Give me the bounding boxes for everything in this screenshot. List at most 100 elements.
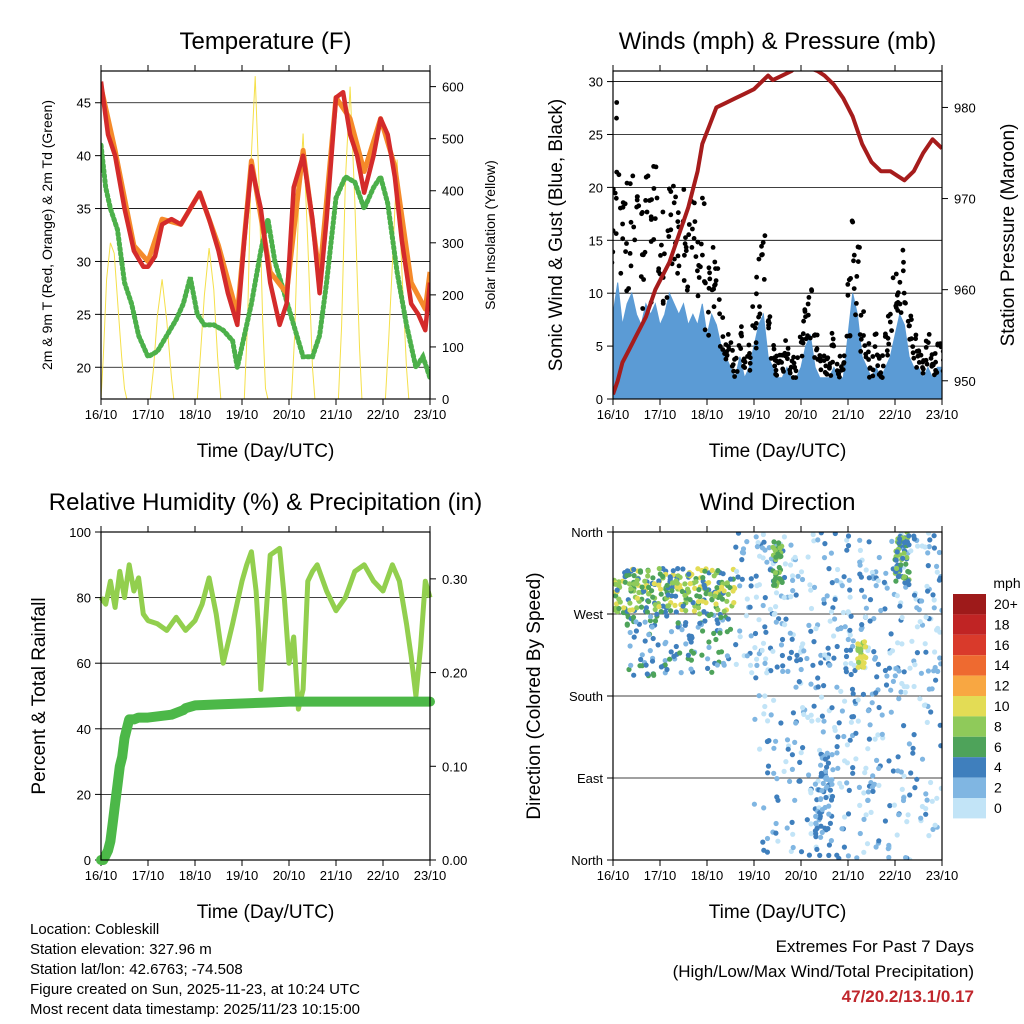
gust-point [640, 210, 645, 215]
direction-point [927, 537, 933, 543]
direction-point [826, 811, 832, 817]
gust-point [895, 308, 901, 313]
y2-tick-label-0: 300 [442, 236, 464, 251]
direction-point [828, 797, 835, 803]
gust-point [618, 270, 624, 276]
gust-point [658, 253, 663, 258]
direction-point [815, 537, 821, 543]
gust-point [747, 355, 753, 361]
direction-point [929, 798, 935, 804]
direction-point [774, 664, 780, 670]
gust-point [742, 365, 748, 370]
direction-point [827, 618, 833, 624]
gust-point [738, 331, 744, 337]
gust-point [622, 201, 628, 207]
gust-point [876, 372, 882, 377]
gust-point [673, 194, 678, 200]
direction-point [631, 672, 637, 678]
direction-point [857, 559, 863, 565]
direction-point [826, 803, 832, 809]
direction-point [792, 797, 798, 803]
gust-point [668, 212, 674, 218]
direction-point [814, 825, 820, 832]
gust-point [627, 251, 633, 256]
direction-point [911, 533, 917, 539]
direction-point [845, 533, 852, 539]
x-tick-label-3: 20/10 [785, 868, 818, 883]
direction-point [680, 603, 686, 609]
gust-point [717, 311, 722, 317]
direction-point [900, 555, 906, 561]
gust-point [703, 280, 708, 286]
direction-point [645, 573, 651, 579]
direction-point [756, 617, 762, 623]
gust-point [628, 263, 634, 269]
direction-point [845, 609, 851, 615]
x-axis-label-1: Time (Day/UTC) [709, 441, 847, 462]
direction-point [825, 826, 831, 832]
gust-point [747, 360, 753, 366]
direction-point [935, 625, 941, 632]
colorbar-swatch [953, 696, 986, 717]
direction-point [866, 736, 873, 742]
direction-point [760, 532, 766, 538]
gust-point [698, 264, 703, 270]
direction-point [875, 578, 881, 584]
direction-point [724, 598, 730, 604]
y2-tick-label-1: 950 [954, 374, 976, 389]
colorbar-label: 4 [994, 759, 1002, 775]
direction-point [926, 532, 932, 536]
direction-point [688, 639, 694, 645]
extremes-title: Extremes For Past 7 Days [775, 937, 974, 956]
direction-point [817, 747, 823, 754]
direction-point [859, 587, 865, 593]
gust-point [713, 266, 718, 271]
direction-point [931, 533, 937, 539]
direction-point [634, 577, 640, 583]
colorbar-swatch [953, 594, 986, 615]
direction-point [718, 614, 724, 621]
direction-point [834, 684, 840, 690]
direction-point [690, 650, 697, 656]
gust-point [885, 313, 891, 319]
gust-point [706, 265, 712, 271]
direction-point [844, 760, 851, 766]
direction-point [715, 607, 721, 613]
y-tick-label-3: West [574, 607, 604, 622]
direction-point [792, 739, 798, 746]
gust-point [889, 328, 894, 333]
direction-point [724, 580, 730, 586]
direction-point [754, 662, 760, 669]
gust-point [901, 259, 906, 265]
gust-point [753, 321, 759, 326]
direction-point [613, 593, 619, 599]
direction-point [925, 588, 931, 594]
direction-point [788, 848, 794, 855]
colorbar-swatch [953, 614, 986, 635]
direction-point [744, 596, 750, 602]
direction-point [850, 770, 856, 776]
gust-point [712, 259, 718, 265]
direction-point [898, 689, 904, 695]
gust-point [720, 315, 726, 320]
direction-point [850, 765, 856, 771]
direction-point [834, 750, 840, 756]
direction-point [773, 590, 780, 596]
gust-point [913, 332, 919, 338]
direction-point [658, 664, 665, 670]
direction-point [819, 807, 826, 813]
direction-point [667, 656, 673, 662]
direction-point [652, 606, 658, 613]
x-tick-label-2: 21/10 [320, 868, 353, 883]
gust-point [801, 318, 806, 324]
gust-point [695, 293, 701, 299]
direction-point [774, 776, 780, 782]
direction-point [832, 596, 838, 603]
direction-point [651, 581, 657, 587]
direction-point [785, 746, 791, 752]
y-tick-label-1: 20 [589, 180, 603, 195]
direction-point [669, 588, 675, 594]
gust-point [660, 209, 666, 215]
gust-point [753, 345, 759, 351]
direction-point [844, 547, 850, 553]
